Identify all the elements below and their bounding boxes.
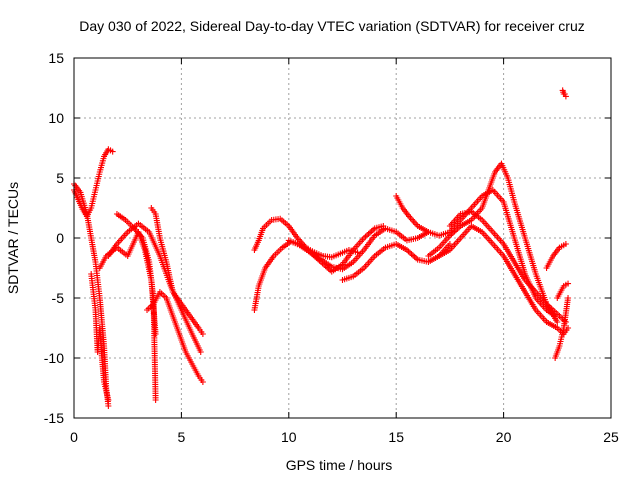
y-tick-label: -10 [44, 350, 64, 366]
data-point [105, 397, 112, 403]
data-point [446, 241, 453, 247]
x-tick-label: 25 [603, 429, 619, 445]
y-axis-label: SDTVAR / TECUs [5, 182, 21, 294]
data-point [565, 295, 572, 301]
series-arc-16 [446, 208, 569, 325]
interp-point [453, 227, 460, 234]
series-arc-2 [71, 181, 112, 409]
series-arc-13 [393, 187, 559, 319]
y-tick-label: -5 [52, 290, 65, 306]
x-tick-label: 0 [70, 429, 78, 445]
y-tick-label: 10 [48, 110, 64, 126]
series-arc-7 [148, 205, 206, 337]
data-point [197, 349, 204, 355]
x-tick-label: 15 [388, 429, 404, 445]
data-point [562, 241, 569, 247]
data-point [109, 148, 116, 155]
axis-ticks: 0 5 10 15 20 25 -15 -10 -5 0 5 10 15 [44, 50, 619, 445]
grid [74, 58, 611, 418]
y-tick-label: 0 [56, 230, 64, 246]
data-point [152, 397, 159, 403]
series-arc-17 [543, 241, 569, 271]
y-tick-label: 15 [48, 50, 64, 66]
series-arc-14 [425, 160, 561, 325]
data-point [105, 403, 112, 409]
interp-point [364, 232, 371, 239]
series-arc-12 [339, 241, 453, 283]
series-arc-19 [554, 280, 572, 301]
interp-point [411, 253, 418, 260]
y-tick-label: -15 [44, 410, 64, 426]
y-tick-label: 5 [56, 170, 64, 186]
data-point [565, 280, 572, 287]
interp-point [407, 249, 414, 256]
chart-title: Day 030 of 2022, Sidereal Day-to-day VTE… [79, 18, 585, 34]
series-arc-3 [88, 271, 112, 403]
series-arc-4 [96, 229, 159, 337]
x-tick-label: 5 [178, 429, 186, 445]
data-point [199, 331, 206, 337]
x-tick-label: 10 [281, 429, 297, 445]
series-arc-15 [436, 223, 572, 337]
interp-point [365, 230, 372, 237]
data-points [71, 87, 572, 409]
series-arc-18 [552, 295, 572, 361]
x-axis-label: GPS time / hours [286, 457, 393, 473]
series-arc-8 [144, 289, 206, 385]
data-point [562, 93, 569, 100]
series-arc-1 [71, 146, 116, 220]
data-point [554, 319, 561, 325]
interp-point [408, 251, 415, 258]
x-tick-label: 20 [496, 429, 512, 445]
series-arc-11 [285, 225, 432, 273]
interp-point [410, 252, 417, 259]
series-arc-20 [559, 87, 569, 100]
data-point [199, 379, 206, 385]
interp-point [368, 228, 375, 235]
interp-point [362, 233, 369, 240]
interp-point [367, 229, 374, 236]
interp-point [451, 228, 458, 235]
